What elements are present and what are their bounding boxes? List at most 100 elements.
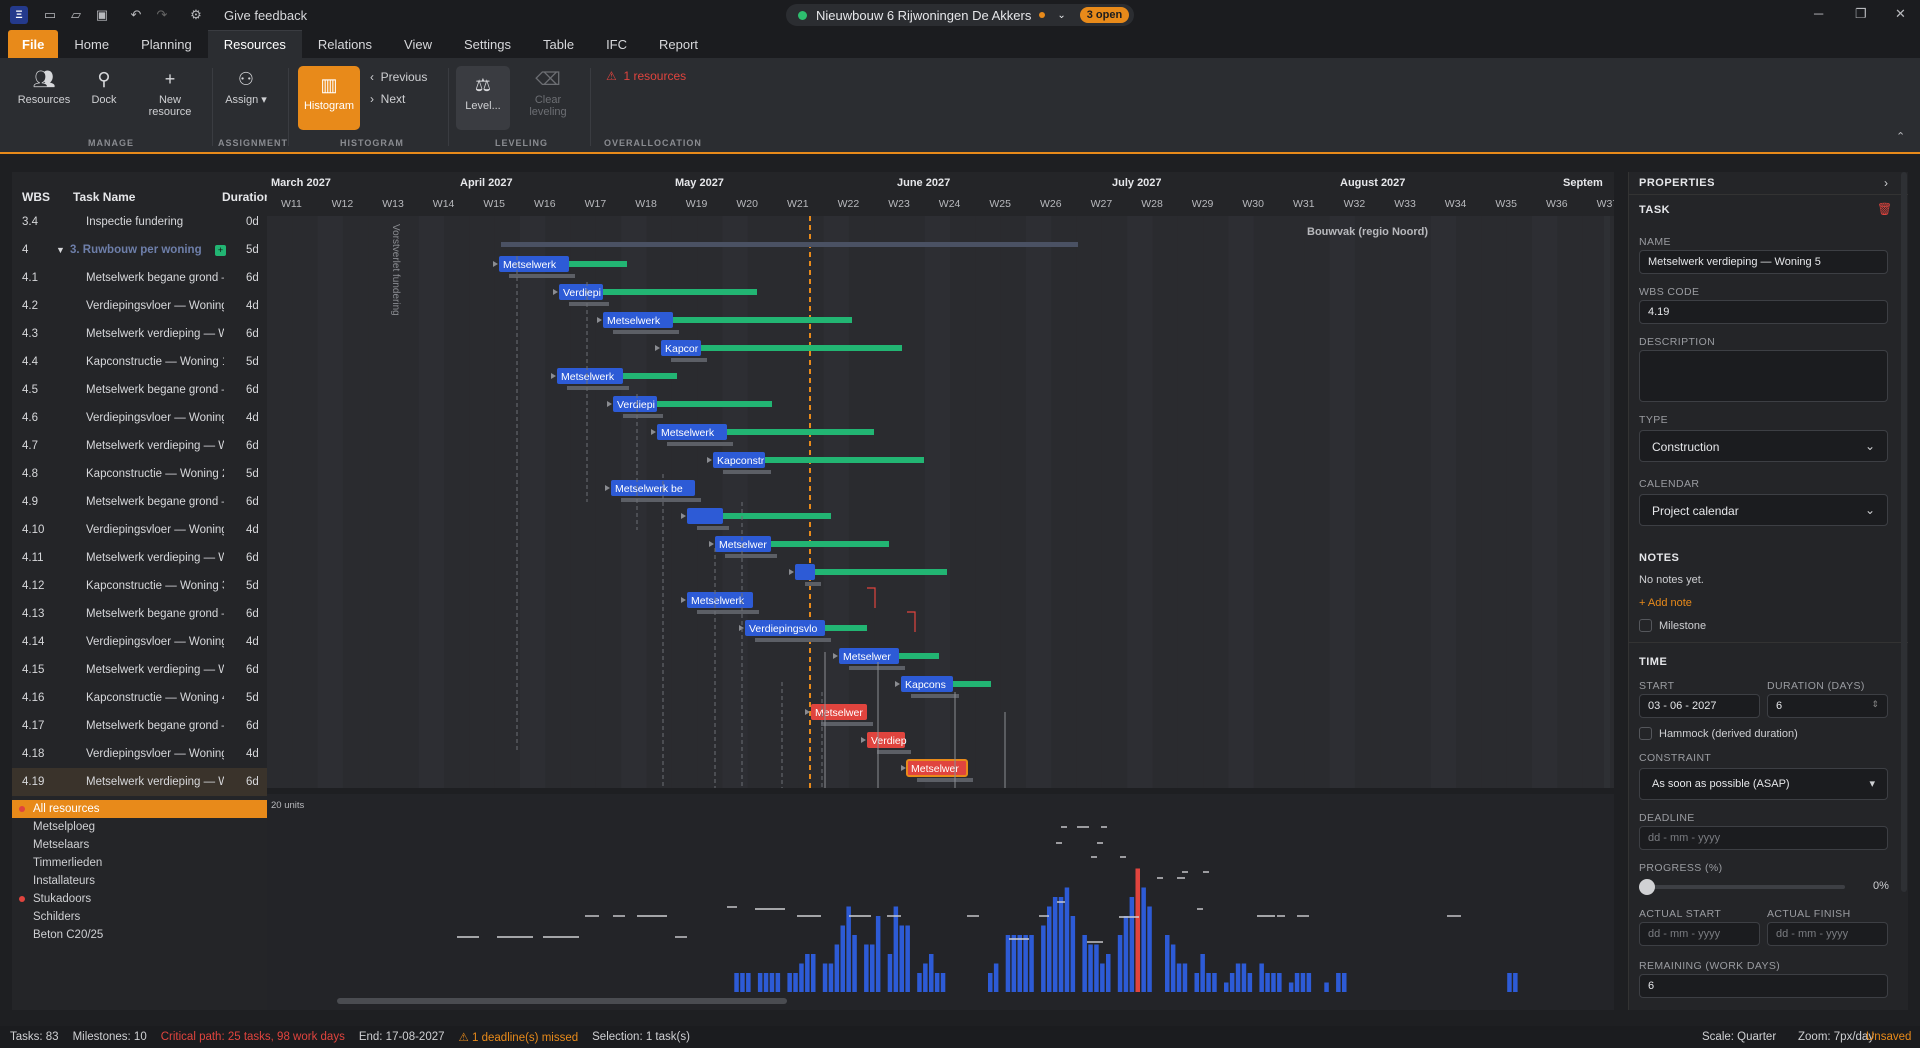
new-file-icon[interactable]: ▭ [43, 7, 57, 22]
gear-icon[interactable]: ⚙ [190, 7, 202, 22]
dock-button[interactable]: ⚲ Dock [80, 66, 128, 122]
column-header-wbs[interactable]: WBS [22, 190, 50, 204]
menu-relations[interactable]: Relations [317, 36, 373, 52]
table-row[interactable]: 4.13 Metselwerk begane grond — Woning 4 6d [12, 600, 267, 628]
row-task-name[interactable]: Kapconstructie — Woning 2 [86, 468, 224, 480]
chevron-right-icon[interactable]: › [1884, 176, 1888, 190]
menu-view[interactable]: View [404, 36, 432, 52]
row-task-name[interactable]: Inspectie fundering [86, 216, 184, 228]
properties-scrollbar[interactable] [1901, 172, 1907, 892]
row-task-name[interactable]: Metselwerk verdieping — Woning 2 [86, 440, 224, 452]
clear-leveling-button[interactable]: ⌫ Clear leveling [518, 66, 578, 122]
milestone-checkbox[interactable] [1639, 619, 1652, 632]
start-date-input[interactable]: 03 - 06 - 2027 [1639, 694, 1760, 718]
collapse-ribbon-icon[interactable]: ⌃ [1896, 131, 1906, 143]
zoom-info[interactable]: Zoom: 7px/day [1798, 1031, 1875, 1043]
trash-icon[interactable]: 🗑︎ [1877, 202, 1893, 216]
table-row[interactable]: 4.9 Metselwerk begane grond — Woning 3 6d [12, 488, 267, 516]
menu-resources[interactable]: Resources [207, 30, 302, 58]
minimize-icon[interactable]: ─ [1814, 6, 1824, 21]
table-row[interactable]: 3.4 Inspectie fundering 0d [12, 208, 267, 236]
hammock-checkbox[interactable] [1639, 727, 1652, 740]
row-task-name[interactable]: Kapconstructie — Woning 3 [86, 580, 224, 592]
resource-item[interactable]: All resources [12, 800, 267, 818]
remaining-input[interactable]: 6 [1639, 974, 1888, 998]
row-task-name[interactable]: Verdiepingsvloer — Woning 4 [86, 636, 224, 648]
type-select[interactable]: Construction ⌄ [1639, 430, 1888, 462]
assign-button[interactable]: ⚇ Assign ▾ [220, 66, 272, 122]
table-row[interactable]: 4.6 Verdiepingsvloer — Woning 2 4d [12, 404, 267, 432]
resource-item[interactable]: Schilders [33, 911, 81, 923]
row-task-name[interactable]: Metselwerk verdieping — Woning 1 [86, 328, 224, 340]
menu-planning[interactable]: Planning [141, 36, 192, 52]
undo-icon[interactable]: ↶ [130, 7, 142, 22]
save-icon[interactable]: ▣ [95, 7, 109, 22]
table-row[interactable]: 4.10 Verdiepingsvloer — Woning 3 4d [12, 516, 267, 544]
progress-slider-thumb[interactable] [1639, 879, 1655, 895]
calendar-select[interactable]: Project calendar ⌄ [1639, 494, 1888, 526]
wbs-code-input[interactable]: 4.19 [1639, 300, 1888, 324]
description-input[interactable] [1639, 350, 1888, 402]
row-task-name[interactable]: Verdiepingsvloer — Woning 3 [86, 524, 224, 536]
collapse-triangle-icon[interactable]: ▼ [56, 245, 65, 255]
row-task-name[interactable]: Metselwerk begane grond — Woning 3 [86, 496, 224, 508]
table-row[interactable]: 4 ▼ 3. Ruwbouw per woning +5d [12, 236, 267, 264]
menu-file[interactable]: File [8, 30, 59, 58]
row-task-name[interactable]: Metselwerk begane grond — Woning 1 [86, 272, 224, 284]
previous-button[interactable]: ‹ Previous [370, 70, 428, 84]
project-selector[interactable]: Nieuwbouw 6 Rijwoningen De Akkers ⌄ 3 op… [786, 4, 1134, 26]
resource-item[interactable]: Beton C20/25 [33, 929, 104, 941]
open-folder-icon[interactable]: ▱ [71, 7, 81, 22]
maximize-icon[interactable]: ❐ [1855, 6, 1867, 21]
row-task-name[interactable]: Verdiepingsvloer — Woning 5 [86, 748, 224, 760]
table-row[interactable]: 4.8 Kapconstructie — Woning 2 5d [12, 460, 267, 488]
row-task-name[interactable]: Metselwerk begane grond — Woning 2 [86, 384, 224, 396]
table-row[interactable]: 4.18 Verdiepingsvloer — Woning 5 4d [12, 740, 267, 768]
table-row[interactable]: 4.7 Metselwerk verdieping — Woning 2 6d [12, 432, 267, 460]
table-row[interactable]: 4.1 Metselwerk begane grond — Woning 1 6d [12, 264, 267, 292]
table-row[interactable]: 4.2 Verdiepingsvloer — Woning 1 4d [12, 292, 267, 320]
resource-item[interactable]: Stukadoors [12, 890, 267, 908]
table-row[interactable]: 4.19 Metselwerk verdieping — Woning 5 6d [12, 768, 267, 796]
menu-home[interactable]: Home [74, 36, 110, 52]
row-task-name[interactable]: Metselwerk verdieping — Woning 3 [86, 552, 224, 564]
table-row[interactable]: 4.15 Metselwerk verdieping — Woning 4 6d [12, 656, 267, 684]
row-task-name[interactable]: Metselwerk verdieping — Woning 4 [86, 664, 224, 676]
resource-item[interactable]: Metselaars [33, 839, 90, 851]
table-row[interactable]: 4.16 Kapconstructie — Woning 4 5d [12, 684, 267, 712]
table-row[interactable]: 4.5 Metselwerk begane grond — Woning 2 6d [12, 376, 267, 404]
row-task-name[interactable]: Metselwerk begane grond — Woning 5 [86, 720, 224, 732]
table-row[interactable]: 4.3 Metselwerk verdieping — Woning 1 6d [12, 320, 267, 348]
progress-slider-track[interactable] [1639, 879, 1845, 895]
actual-finish-input[interactable]: dd - mm - yyyy [1767, 922, 1888, 946]
row-task-name[interactable]: Metselwerk verdieping — Woning 5 [86, 776, 224, 788]
table-row[interactable]: 4.12 Kapconstructie — Woning 3 5d [12, 572, 267, 600]
deadline-input[interactable]: dd - mm - yyyy [1639, 826, 1888, 850]
menu-settings[interactable]: Settings [464, 36, 511, 52]
add-subtask-icon[interactable]: + [215, 244, 226, 256]
menu-report[interactable]: Report [659, 36, 699, 52]
stepper-icon[interactable]: ⇕ [1871, 699, 1879, 709]
resources-button[interactable]: 👥︎ Resources [14, 66, 74, 122]
name-input[interactable]: Metselwerk verdieping — Woning 5 [1639, 250, 1888, 274]
column-header-task-name[interactable]: Task Name [73, 190, 136, 204]
overallocation-warning[interactable]: ⚠ 1 resources [606, 69, 687, 83]
give-feedback-link[interactable]: Give feedback [224, 7, 308, 23]
constraint-select[interactable]: As soon as possible (ASAP) ▾ [1639, 768, 1888, 800]
row-task-name[interactable]: 3. Ruwbouw per woning [70, 244, 202, 256]
new-resource-button[interactable]: + New resource [138, 66, 202, 122]
scale-info[interactable]: Scale: Quarter [1702, 1031, 1777, 1043]
row-task-name[interactable]: Verdiepingsvloer — Woning 1 [86, 300, 224, 312]
row-task-name[interactable]: Metselwerk begane grond — Woning 4 [86, 608, 224, 620]
gantt-chart[interactable]: W11 W12 W13 W14 W15 W16 W17 W18 W19 W20 W21 W22 W23 W… [267, 172, 1614, 1010]
table-row[interactable]: 4.11 Metselwerk verdieping — Woning 3 6d [12, 544, 267, 572]
deadline-warning[interactable]: ⚠ 1 deadline(s) missed [458, 1032, 579, 1044]
menu-ifc[interactable]: IFC [606, 36, 628, 52]
table-row[interactable]: 4.17 Metselwerk begane grond — Woning 5 6d [12, 712, 267, 740]
open-projects-badge[interactable]: 3 open [1079, 7, 1130, 23]
redo-icon[interactable]: ↷ [156, 7, 168, 22]
next-button[interactable]: › Next [370, 92, 406, 106]
resource-item[interactable]: Installateurs [33, 875, 96, 887]
level-button[interactable]: ⚖ Level... [456, 66, 510, 130]
actual-start-input[interactable]: dd - mm - yyyy [1639, 922, 1760, 946]
